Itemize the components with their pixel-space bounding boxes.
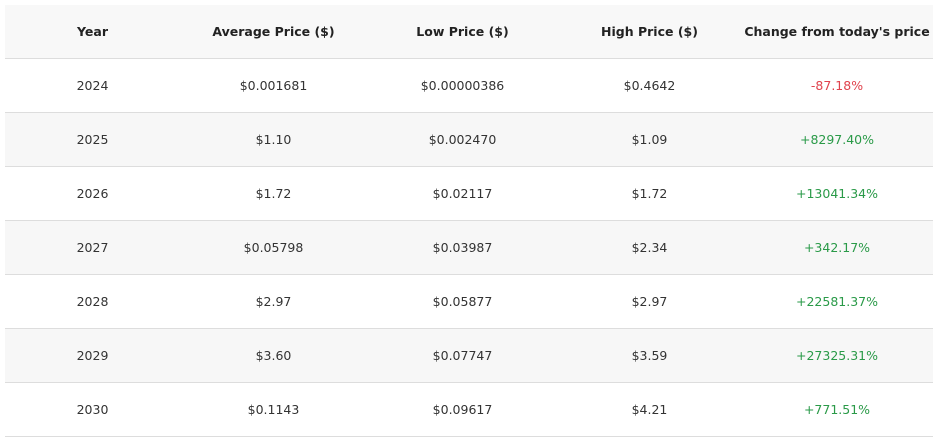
- table-cell: $0.05798: [180, 220, 367, 275]
- table-row: 2024 $0.001681 $0.00000386 $0.4642 -87.18%: [5, 58, 933, 113]
- table-cell: $2.97: [180, 274, 367, 329]
- column-header: Change from today's price: [741, 5, 933, 59]
- table-row: 2028 $2.97 $0.05877 $2.97 +22581.37%: [5, 274, 933, 329]
- table-cell: 2025: [5, 112, 180, 167]
- table-cell: $0.1143: [180, 382, 367, 437]
- table-head: Year Average Price ($) Low Price ($) High P…: [5, 5, 933, 59]
- table-container: Year Average Price ($) Low Price ($) High P…: [5, 5, 933, 437]
- table-cell: 2024: [5, 58, 180, 113]
- table-cell: $0.03987: [367, 220, 558, 275]
- table-cell: $0.00000386: [367, 58, 558, 113]
- header-row: Year Average Price ($) Low Price ($) High P…: [5, 5, 933, 59]
- table-row: 2025 $1.10 $0.002470 $1.09 +8297.40%: [5, 112, 933, 167]
- table-cell: 2027: [5, 220, 180, 275]
- change-cell: -87.18%: [741, 58, 933, 113]
- table-cell: $0.002470: [367, 112, 558, 167]
- column-header: Average Price ($): [180, 5, 367, 59]
- table-cell: $3.60: [180, 328, 367, 383]
- column-header: High Price ($): [558, 5, 741, 59]
- table-cell: $0.09617: [367, 382, 558, 437]
- table-cell: $1.10: [180, 112, 367, 167]
- change-cell: +342.17%: [741, 220, 933, 275]
- price-table: Year Average Price ($) Low Price ($) High P…: [5, 5, 933, 437]
- table-cell: 2026: [5, 166, 180, 221]
- table-cell: $1.09: [558, 112, 741, 167]
- change-cell: +13041.34%: [741, 166, 933, 221]
- table-row: 2027 $0.05798 $0.03987 $2.34 +342.17%: [5, 220, 933, 275]
- table-cell: 2029: [5, 328, 180, 383]
- table-cell: $0.05877: [367, 274, 558, 329]
- table-cell: 2028: [5, 274, 180, 329]
- table-cell: $0.02117: [367, 166, 558, 221]
- table-row: 2026 $1.72 $0.02117 $1.72 +13041.34%: [5, 166, 933, 221]
- table-row: 2030 $0.1143 $0.09617 $4.21 +771.51%: [5, 382, 933, 437]
- table-cell: $0.4642: [558, 58, 741, 113]
- table-cell: $1.72: [180, 166, 367, 221]
- table-cell: $0.001681: [180, 58, 367, 113]
- table-cell: $4.21: [558, 382, 741, 437]
- table-cell: $1.72: [558, 166, 741, 221]
- change-cell: +27325.31%: [741, 328, 933, 383]
- table-row: 2029 $3.60 $0.07747 $3.59 +27325.31%: [5, 328, 933, 383]
- table-cell: $2.97: [558, 274, 741, 329]
- change-cell: +771.51%: [741, 382, 933, 437]
- table-cell: $0.07747: [367, 328, 558, 383]
- table-cell: $3.59: [558, 328, 741, 383]
- table-body: 2024 $0.001681 $0.00000386 $0.4642 -87.18% 20…: [5, 58, 933, 437]
- column-header: Low Price ($): [367, 5, 558, 59]
- change-cell: +22581.37%: [741, 274, 933, 329]
- table-cell: $2.34: [558, 220, 741, 275]
- column-header: Year: [5, 5, 180, 59]
- table-cell: 2030: [5, 382, 180, 437]
- change-cell: +8297.40%: [741, 112, 933, 167]
